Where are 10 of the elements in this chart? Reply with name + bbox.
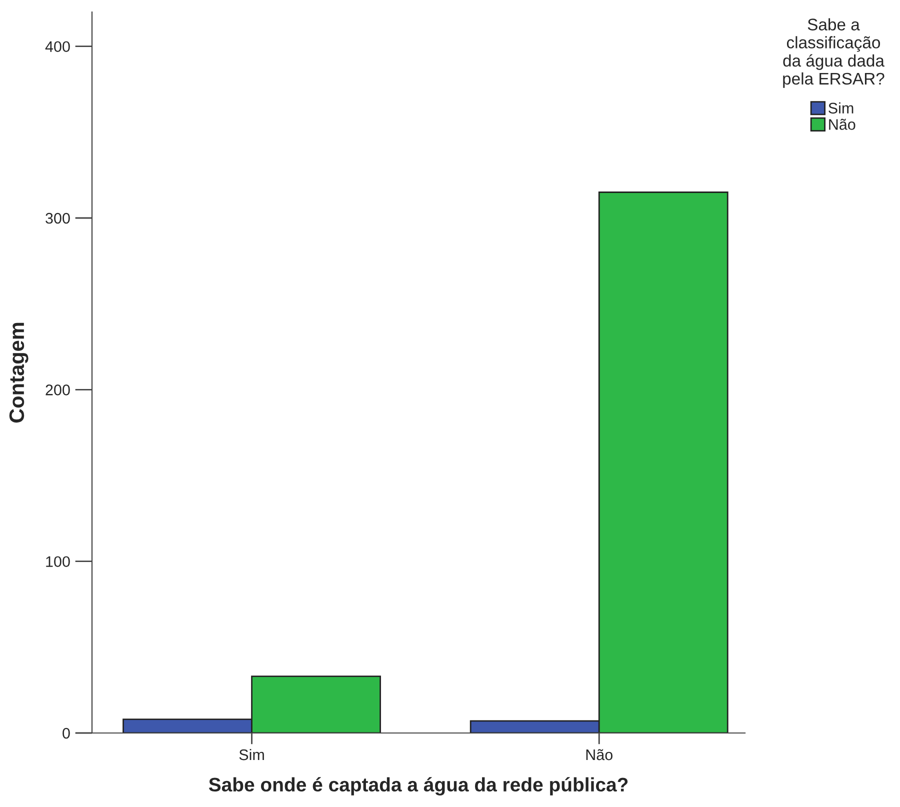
y-tick-label: 200 — [46, 384, 70, 396]
y-tick-label: 400 — [45, 41, 70, 52]
legend-label: Sim — [828, 102, 854, 114]
legend-title: Sabe a classificação da água dada pela ERSAR? — [783, 18, 884, 88]
y-tick-label: 100 — [46, 556, 70, 568]
y-tick-label: 0 — [62, 728, 70, 739]
x-axis-title: Sabe onde é captada a água da rede pública? — [208, 777, 628, 796]
y-axis-title: Contagem — [9, 322, 28, 423]
legend-label: Não — [829, 118, 856, 130]
y-tick-label: 300 — [46, 212, 70, 224]
